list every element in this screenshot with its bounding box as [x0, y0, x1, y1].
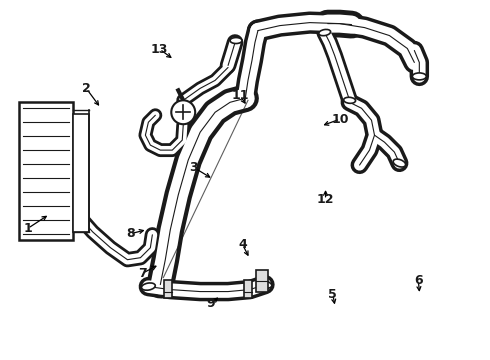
- Text: 8: 8: [126, 227, 135, 240]
- Text: 9: 9: [206, 297, 215, 310]
- Text: 2: 2: [82, 82, 91, 95]
- Text: 13: 13: [151, 42, 168, 55]
- Bar: [19, 102, 73, 240]
- Ellipse shape: [230, 37, 242, 44]
- Ellipse shape: [319, 30, 331, 36]
- Bar: [244, 280, 252, 298]
- Bar: [164, 280, 172, 298]
- Bar: [73, 114, 89, 232]
- Text: 6: 6: [414, 274, 422, 287]
- Text: 11: 11: [231, 89, 249, 102]
- Ellipse shape: [393, 159, 406, 167]
- Text: 7: 7: [138, 267, 147, 280]
- Text: 10: 10: [331, 113, 349, 126]
- Text: 1: 1: [24, 222, 32, 235]
- Bar: [256, 270, 268, 292]
- Text: 5: 5: [328, 288, 337, 301]
- Ellipse shape: [142, 283, 155, 290]
- Circle shape: [172, 100, 195, 124]
- Text: 4: 4: [238, 238, 247, 251]
- Ellipse shape: [413, 73, 426, 80]
- Text: 3: 3: [190, 161, 198, 174]
- Ellipse shape: [343, 97, 356, 103]
- Text: 12: 12: [317, 193, 334, 206]
- Ellipse shape: [258, 281, 272, 288]
